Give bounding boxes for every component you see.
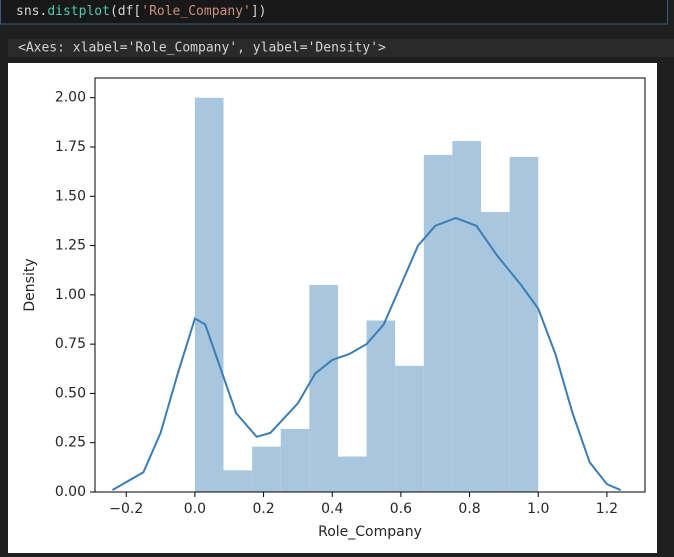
bar	[366, 320, 396, 492]
y-tick-label: 0.75	[55, 336, 86, 352]
bar	[509, 156, 539, 492]
code: sns.distplot(df['Role_Company'])	[16, 4, 266, 19]
y-tick-label: 0.25	[55, 435, 86, 451]
y-tick-label: 1.25	[55, 238, 86, 254]
x-tick-label: 1.2	[596, 501, 618, 517]
code-cell[interactable]	[0, 0, 668, 25]
code-token: sns.	[16, 4, 47, 19]
bar	[423, 154, 453, 492]
x-axis-label: Role_Company	[318, 524, 422, 540]
x-tick-label: 0.2	[252, 501, 274, 517]
output-area	[8, 39, 674, 57]
kde-line	[112, 216, 622, 491]
code-token: distplot	[47, 4, 110, 19]
bar	[223, 470, 253, 492]
axes-frame	[94, 77, 646, 493]
code-token: ])	[251, 4, 267, 19]
x-tick-label: −0.2	[109, 501, 143, 517]
x-tick-label: 0.0	[184, 501, 206, 517]
x-tick-label: 0.8	[458, 501, 480, 517]
y-tick-label: 1.75	[55, 139, 86, 155]
bar	[280, 428, 310, 492]
x-tick-label: 1.0	[527, 501, 549, 517]
y-tick-label: 2.00	[55, 90, 86, 106]
bar	[194, 97, 224, 492]
code-token: (df[	[110, 4, 141, 19]
bar	[252, 446, 281, 492]
y-tick-label: 0.00	[55, 484, 86, 500]
bar	[480, 212, 510, 493]
bar	[309, 285, 338, 492]
bar	[395, 365, 424, 492]
code-token: 'Role_Company'	[141, 4, 251, 19]
y-tick-label: 1.50	[55, 188, 86, 204]
x-tick-label: 0.4	[321, 501, 343, 517]
x-tick-label: 0.6	[390, 501, 412, 517]
y-tick-label: 0.50	[55, 385, 86, 401]
y-tick-label: 1.00	[55, 287, 86, 303]
output-text: <Axes: xlabel='Role_Company', ylabel='De…	[18, 41, 386, 56]
y-axis-label: Density	[22, 258, 38, 311]
bar	[452, 141, 481, 493]
bar	[337, 456, 367, 492]
